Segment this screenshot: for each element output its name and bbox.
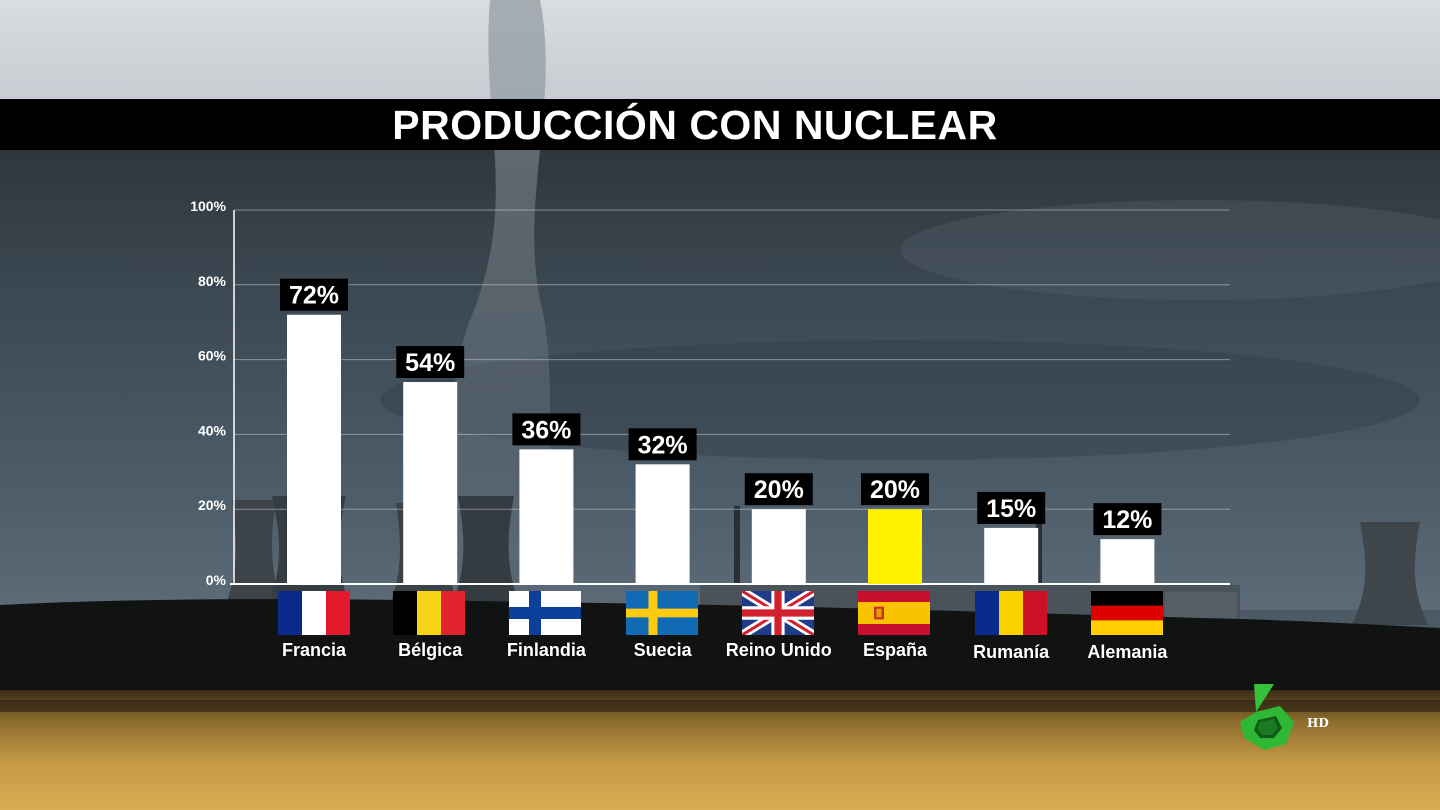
value-label: 36% xyxy=(521,416,571,444)
bar-1 xyxy=(287,314,341,584)
flag-sweden-icon xyxy=(626,591,698,635)
value-label: 15% xyxy=(986,495,1036,523)
y-tick-label: 40% xyxy=(198,422,227,438)
country-label: Francia xyxy=(281,640,347,660)
country-label: Bélgica xyxy=(398,640,463,660)
country-label: Rumanía xyxy=(973,642,1050,662)
value-label-box xyxy=(628,428,697,461)
value-label-box xyxy=(280,278,348,311)
y-tick-label: 80% xyxy=(198,273,227,289)
country-label: Finlandia xyxy=(506,640,586,660)
country-label: Alemania xyxy=(1087,642,1168,662)
title-band xyxy=(0,99,1440,150)
bar-6 xyxy=(868,509,922,584)
y-tick-label: 100% xyxy=(190,198,226,214)
value-label: 32% xyxy=(638,431,688,459)
bar-7 xyxy=(984,527,1039,584)
bar-8 xyxy=(1100,539,1155,584)
value-label-box xyxy=(861,473,929,506)
flag-france-icon xyxy=(278,591,350,635)
country-label: Reino Unido xyxy=(725,640,832,660)
value-label: 54% xyxy=(405,349,455,377)
y-tick-label: 0% xyxy=(206,572,227,588)
value-label-box xyxy=(1093,503,1162,536)
bar-5 xyxy=(751,509,806,584)
y-tick-label: 60% xyxy=(198,348,227,364)
flag-uk-icon xyxy=(742,591,814,635)
country-label: Suecia xyxy=(633,640,692,660)
value-label-box xyxy=(512,413,581,446)
chart-title: PRODUCCIÓN CON NUCLEAR xyxy=(392,102,998,148)
country-label: España xyxy=(862,640,928,660)
value-label: 20% xyxy=(754,476,804,504)
value-label-box xyxy=(396,346,465,379)
flag-finland-icon xyxy=(509,591,581,635)
y-tick-label: 20% xyxy=(198,497,227,513)
flag-belgium-icon xyxy=(393,591,465,635)
value-label: 12% xyxy=(1102,506,1152,534)
bar-3 xyxy=(519,449,574,584)
hd-badge: HD xyxy=(1307,716,1329,730)
lasexta-logo-icon xyxy=(1234,682,1300,752)
flag-romania-icon xyxy=(975,591,1047,635)
bar-4 xyxy=(635,464,690,584)
value-label: 72% xyxy=(289,282,339,310)
bar-2 xyxy=(403,382,458,584)
value-label-box xyxy=(744,473,813,506)
value-label-box xyxy=(977,491,1046,524)
flag-germany-icon xyxy=(1091,591,1163,635)
flag-spain-icon xyxy=(858,591,930,635)
value-label: 20% xyxy=(870,476,920,504)
